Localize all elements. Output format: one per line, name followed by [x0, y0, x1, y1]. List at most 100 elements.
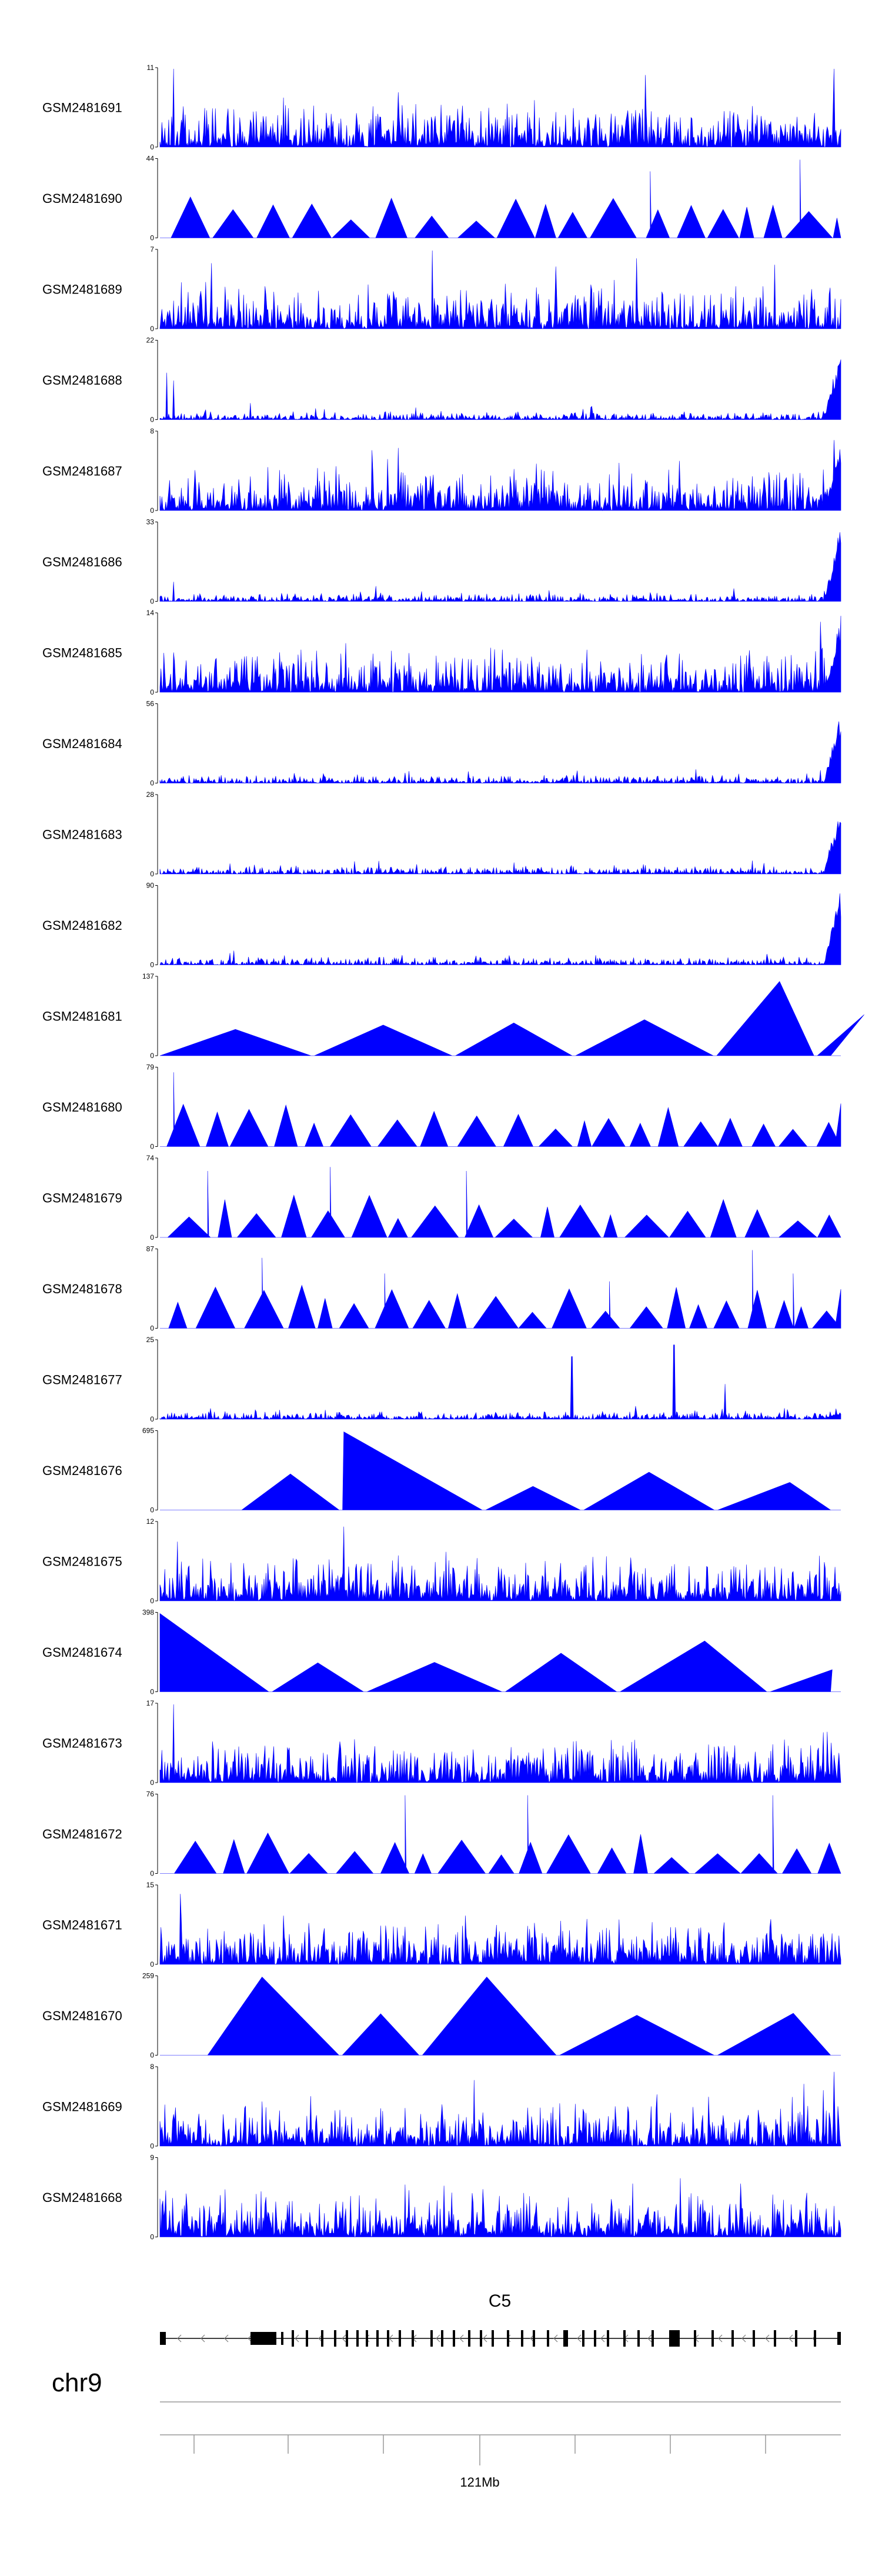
track-label: GSM2481679: [42, 1191, 122, 1206]
y-max-label: 259: [142, 1972, 154, 1980]
coverage-area: [159, 1526, 841, 1601]
strand-arrow: [201, 2334, 205, 2343]
y-min-label: 0: [150, 1960, 154, 1968]
y-max-label: 398: [142, 1609, 154, 1617]
track-label: GSM2481678: [42, 1282, 122, 1296]
coverage-area: [160, 1250, 841, 1329]
exon: [814, 2330, 816, 2347]
exon: [441, 2330, 443, 2347]
y-min-label: 0: [150, 234, 154, 242]
track-GSM2481690: GSM2481690 44 0: [42, 155, 841, 242]
exon: [652, 2330, 654, 2347]
y-min-label: 0: [150, 961, 154, 969]
track-GSM2481689: GSM2481689 7 0: [42, 245, 841, 333]
strand-arrow: [765, 2334, 770, 2343]
track-GSM2481677: GSM2481677 25 0: [42, 1336, 841, 1423]
coverage-area: [159, 821, 841, 875]
y-max-label: 695: [142, 1427, 154, 1435]
track-label: GSM2481680: [42, 1100, 122, 1115]
exon: [694, 2330, 696, 2347]
gene-model: [160, 2330, 841, 2347]
track-label: GSM2481668: [42, 2190, 122, 2205]
y-min-label: 0: [150, 325, 154, 333]
exon: [356, 2330, 359, 2347]
y-max-label: 17: [146, 1699, 155, 1707]
y-max-label: 25: [146, 1336, 155, 1344]
y-min-label: 0: [150, 2233, 154, 2241]
coverage-area: [159, 1344, 841, 1420]
y-max-label: 12: [146, 1517, 155, 1526]
coverage-area: [159, 893, 841, 966]
axis-ticks: [193, 2435, 766, 2465]
coverage-area: [160, 1167, 841, 1238]
y-min-label: 0: [150, 2051, 154, 2060]
y-min-label: 0: [150, 1415, 154, 1423]
exon: [250, 2332, 276, 2345]
y-min-label: 0: [150, 1870, 154, 1878]
y-max-label: 74: [146, 1154, 155, 1162]
y-min-label: 0: [150, 688, 154, 696]
y-max-label: 22: [146, 336, 155, 345]
strand-arrow: [600, 2334, 605, 2343]
strand-arrow: [647, 2334, 652, 2343]
exon: [711, 2330, 714, 2347]
track-GSM2481687: GSM2481687 8 0: [42, 427, 841, 515]
exon: [468, 2330, 470, 2347]
coverage-area: [160, 1795, 841, 1874]
coverage-area: [159, 1704, 841, 1783]
y-min-label: 0: [150, 506, 154, 515]
track-GSM2481673: GSM2481673 17 0: [42, 1699, 841, 1787]
coverage-area: [159, 2071, 841, 2147]
coverage-area: [160, 1431, 841, 1510]
exon: [453, 2330, 455, 2347]
track-label: GSM2481688: [42, 373, 122, 388]
coverage-area: [159, 616, 841, 693]
track-GSM2481671: GSM2481671 15 0: [42, 1881, 841, 1968]
y-max-label: 14: [146, 609, 155, 617]
y-max-label: 87: [146, 1245, 155, 1253]
track-GSM2481676: GSM2481676 695 0: [42, 1427, 841, 1514]
strand-arrow: [436, 2334, 440, 2343]
exon: [563, 2330, 568, 2347]
coverage-area: [160, 1072, 841, 1147]
y-max-label: 11: [147, 64, 155, 72]
track-label: GSM2481670: [42, 2008, 122, 2023]
y-min-label: 0: [150, 416, 154, 424]
y-max-label: 56: [146, 700, 155, 708]
track-GSM2481682: GSM2481682 90 0: [42, 882, 841, 969]
y-min-label: 0: [150, 1506, 154, 1514]
exon: [366, 2330, 368, 2347]
y-max-label: 137: [142, 972, 154, 980]
track-label: GSM2481682: [42, 918, 122, 933]
exon: [306, 2330, 308, 2347]
gene-track-c5: C5: [160, 2291, 841, 2347]
y-max-label: 8: [150, 427, 154, 435]
coverage-area: [159, 532, 841, 602]
y-max-label: 90: [146, 882, 155, 890]
exon: [321, 2330, 323, 2347]
track-label: GSM2481684: [42, 736, 122, 751]
coverage-area: [159, 721, 841, 784]
exon: [582, 2330, 584, 2347]
exon: [334, 2330, 336, 2347]
y-min-label: 0: [150, 1324, 154, 1333]
exon: [594, 2330, 596, 2347]
track-GSM2481680: GSM2481680 79 0: [42, 1063, 841, 1151]
coverage-tracks: GSM2481691110GSM2481690440GSM248168970GS…: [42, 64, 864, 2241]
track-GSM2481668: GSM2481668 9 0: [42, 2154, 841, 2241]
track-label: GSM2481685: [42, 646, 122, 660]
track-label: GSM2481689: [42, 282, 122, 297]
exon: [637, 2330, 640, 2347]
strand-arrow: [789, 2334, 793, 2343]
y-max-label: 9: [150, 2154, 154, 2162]
strand-arrow: [483, 2334, 487, 2343]
track-label: GSM2481677: [42, 1373, 122, 1387]
exon: [753, 2330, 755, 2347]
track-label: GSM2481687: [42, 464, 122, 479]
coverage-area: [159, 250, 841, 329]
y-max-label: 7: [150, 245, 154, 253]
strand-arrow: [342, 2334, 346, 2343]
exon: [731, 2330, 734, 2347]
track-label: GSM2481681: [42, 1009, 122, 1024]
exon: [281, 2332, 283, 2345]
